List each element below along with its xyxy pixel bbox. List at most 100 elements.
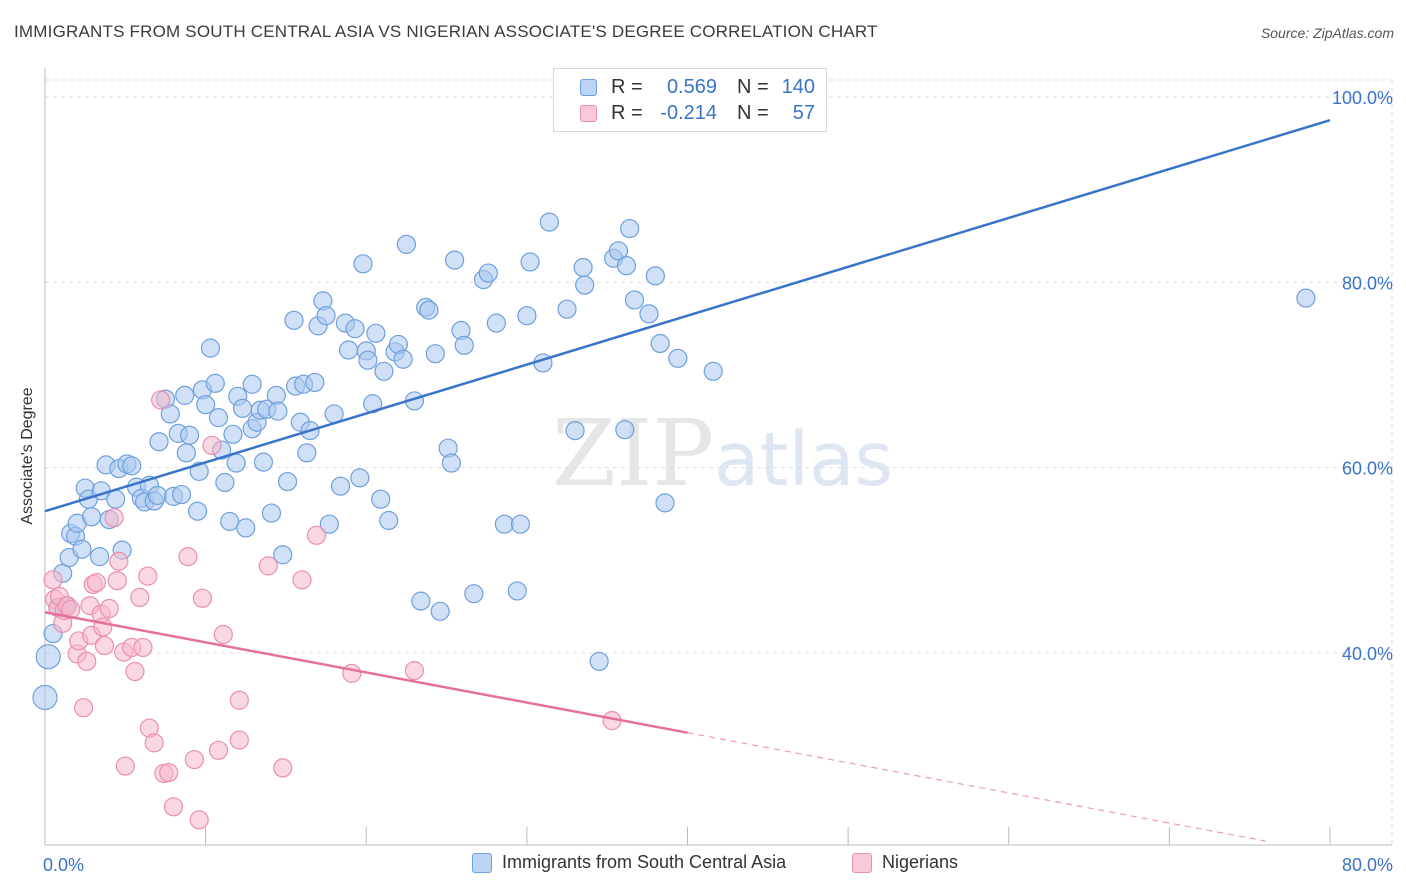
asia-point	[232, 398, 253, 418]
y-axis-label: Associate's Degree	[19, 387, 36, 525]
asia-point	[441, 453, 461, 473]
asia-point	[253, 452, 274, 472]
nigerian-point	[104, 508, 124, 528]
asia-point	[81, 507, 102, 527]
legend-swatch-blue	[580, 78, 597, 96]
asia-point	[393, 349, 413, 369]
nigerian-point	[184, 749, 204, 770]
nigerian-point	[109, 551, 129, 571]
nigerian-point	[192, 588, 213, 608]
legend-n-value: 57	[792, 101, 815, 124]
series-legend-swatch-blue	[472, 852, 492, 873]
asia-point	[236, 518, 256, 538]
nigerian-point	[61, 599, 81, 620]
asia-point	[507, 581, 527, 601]
y-tick-label: 60.0%	[1342, 459, 1393, 479]
asia-point	[486, 313, 506, 333]
legend-r-label: R =	[611, 101, 643, 124]
chart-title: IMMIGRANTS FROM SOUTH CENTRAL ASIA VS NI…	[14, 22, 878, 41]
legend-swatch-pink	[580, 104, 597, 122]
nigerian-trend-extension	[687, 732, 1266, 842]
asia-point	[608, 241, 629, 261]
asia-point	[425, 344, 445, 364]
asia-point	[358, 350, 378, 370]
nigerian-point	[151, 390, 171, 410]
legend-row-blue: R = 0.569 N = 140	[554, 74, 815, 100]
asia-point	[32, 684, 58, 711]
asia-point	[261, 503, 282, 523]
nigerian-point	[213, 624, 233, 645]
nigerian-point	[138, 566, 158, 586]
asia-point	[639, 304, 659, 324]
x-tick-label: 80.0%	[1342, 855, 1393, 875]
stats-legend: R = 0.569 N = 140 R = -0.214 N = 57	[553, 68, 827, 132]
chart-source: Source: ZipAtlas.com	[1260, 25, 1394, 41]
asia-point	[444, 250, 465, 270]
asia-point	[297, 443, 317, 463]
y-tick-label: 40.0%	[1342, 644, 1393, 664]
asia-point	[284, 310, 304, 330]
asia-point	[478, 263, 498, 283]
asia-point	[187, 501, 208, 521]
asia-point	[620, 218, 640, 239]
series-legend: Immigrants from South Central Asia Niger…	[0, 852, 1406, 876]
asia-point	[122, 456, 142, 476]
asia-point	[650, 333, 670, 354]
nigerian-point	[208, 740, 229, 760]
asia-point	[589, 651, 609, 671]
asia-point	[338, 340, 359, 360]
asia-point	[1296, 288, 1316, 308]
nigerian-point	[258, 556, 278, 576]
nigerian-point	[94, 635, 115, 656]
nigerian-point	[189, 810, 209, 830]
legend-n-label: N =	[737, 75, 769, 98]
asia-point	[494, 514, 514, 534]
nigerian-point	[125, 661, 145, 682]
nigerian-point	[273, 758, 293, 778]
asia-point	[573, 257, 593, 278]
asia-point	[411, 591, 431, 611]
asia-point	[179, 425, 200, 445]
asia-point	[200, 338, 221, 358]
nigerian-point	[229, 690, 249, 710]
asia-trend-line	[44, 118, 1331, 513]
asia-point	[220, 511, 240, 532]
nigerian-point	[115, 756, 135, 776]
asia-point	[615, 420, 635, 440]
nigerian-point	[292, 570, 312, 590]
asia-point	[208, 408, 229, 428]
asia-point	[205, 373, 225, 393]
asia-point	[510, 514, 531, 534]
nigerian-point	[77, 651, 97, 671]
asia-point	[565, 421, 585, 441]
legend-n-label: N =	[737, 101, 769, 124]
legend-n-value: 140	[781, 75, 815, 98]
asia-point	[147, 485, 168, 506]
legend-r-value: -0.214	[660, 101, 717, 124]
asia-point	[371, 489, 391, 509]
asia-point	[215, 472, 235, 493]
asia-point	[430, 601, 450, 621]
asia-point	[668, 348, 688, 368]
asia-point	[149, 432, 169, 452]
asia-point	[305, 372, 325, 393]
nigerian-point	[99, 598, 119, 619]
asia-point	[517, 306, 537, 326]
series-legend-label: Immigrants from South Central Asia	[502, 852, 787, 872]
asia-point	[35, 644, 61, 670]
asia-point	[277, 471, 298, 492]
asia-point	[223, 424, 243, 444]
series-legend-item-nigerians: Nigerians	[852, 852, 958, 873]
nigerian-point	[133, 637, 153, 658]
asia-point	[353, 254, 373, 274]
nigerian-point	[229, 730, 249, 750]
asia-point	[176, 443, 196, 463]
nigerian-trend-line	[44, 610, 688, 734]
asia-point	[268, 401, 288, 421]
asia-point	[171, 484, 192, 505]
y-tick-label: 80.0%	[1342, 273, 1393, 293]
asia-point	[645, 266, 665, 286]
y-tick-label: 100.0%	[1332, 88, 1393, 108]
x-tick-label: 0.0%	[43, 855, 84, 875]
asia-point	[273, 545, 293, 565]
